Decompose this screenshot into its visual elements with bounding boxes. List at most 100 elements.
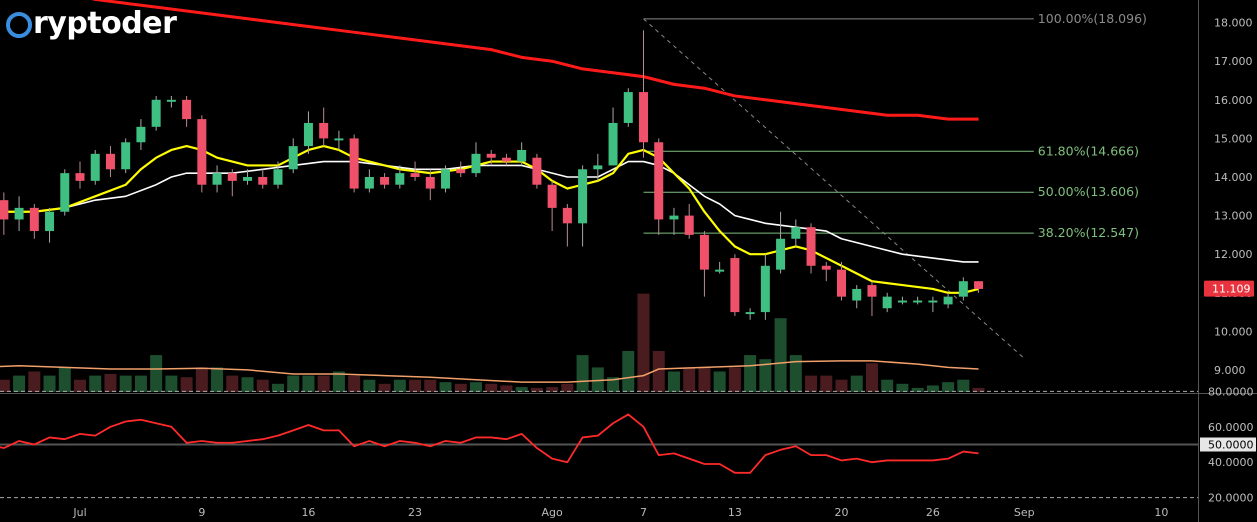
candle-body bbox=[45, 211, 55, 232]
ma-long-line bbox=[91, 0, 979, 121]
candle-body bbox=[441, 169, 451, 189]
c-circle-logo-icon bbox=[6, 11, 32, 38]
time-tick-label: Sep bbox=[1014, 506, 1035, 519]
time-tick-label: 7 bbox=[640, 506, 647, 519]
candle-body bbox=[913, 300, 923, 303]
volume-bar bbox=[104, 373, 117, 392]
time-tick-label: Jul bbox=[72, 506, 86, 519]
volume-bar bbox=[317, 375, 330, 392]
volume-bar bbox=[89, 375, 102, 392]
volume-bar bbox=[134, 375, 147, 392]
time-tick-label: 16 bbox=[301, 506, 315, 519]
rsi-tick-label: 60.0000 bbox=[1208, 421, 1254, 434]
candle-body bbox=[14, 207, 24, 220]
candle-body bbox=[364, 177, 374, 189]
volume-bar bbox=[0, 379, 10, 392]
volume-bar bbox=[698, 367, 711, 392]
time-tick-label: 10 bbox=[1154, 506, 1168, 519]
candle-body bbox=[943, 296, 953, 305]
candle-body bbox=[90, 153, 100, 181]
price-tick-label: 17.000 bbox=[1214, 55, 1253, 68]
volume-bar bbox=[881, 379, 894, 392]
fib-level-label: 50.00%(13.606) bbox=[1038, 184, 1139, 199]
time-tick-label: 26 bbox=[926, 506, 940, 519]
volume-bar bbox=[683, 367, 696, 392]
price-tick-label: 18.000 bbox=[1214, 17, 1253, 30]
last-price-label: 11.109 bbox=[1212, 283, 1251, 296]
candle-body bbox=[684, 215, 694, 235]
candle-body bbox=[349, 138, 359, 189]
time-tick-label: 20 bbox=[835, 506, 849, 519]
candle-body bbox=[760, 265, 770, 313]
fib-level-label: 38.20%(12.547) bbox=[1038, 225, 1139, 240]
rsi-tick-label: 80.0000 bbox=[1208, 385, 1254, 398]
volume-bar bbox=[622, 351, 635, 392]
candle-body bbox=[258, 177, 268, 185]
candle-body bbox=[273, 169, 283, 185]
volume-bar bbox=[409, 379, 422, 392]
candle-body bbox=[730, 258, 740, 313]
candle-body bbox=[517, 149, 527, 162]
candle-body bbox=[212, 173, 222, 185]
candle-body bbox=[121, 142, 131, 170]
volume-bar bbox=[302, 375, 315, 392]
volume-bar bbox=[591, 367, 604, 392]
volume-bar bbox=[119, 375, 132, 392]
candle-body bbox=[654, 142, 664, 220]
volume-bar bbox=[546, 387, 559, 392]
volume-bar bbox=[789, 355, 802, 392]
candle-body bbox=[288, 146, 298, 170]
volume-bar bbox=[271, 383, 284, 392]
price-tick-label: 10.000 bbox=[1214, 325, 1253, 338]
time-tick-label: 13 bbox=[728, 506, 742, 519]
volume-bar bbox=[926, 385, 939, 392]
volume-bar bbox=[58, 367, 71, 392]
candle-body bbox=[532, 157, 542, 185]
candle-body bbox=[319, 122, 329, 139]
volume-bar bbox=[942, 382, 955, 392]
volume-bar bbox=[515, 387, 528, 392]
time-tick-label: 9 bbox=[198, 506, 205, 519]
rsi-value-badge bbox=[1200, 437, 1256, 452]
fib-level-label: 100.00%(18.096) bbox=[1038, 11, 1147, 26]
volume-bar bbox=[439, 382, 452, 392]
volume-bar bbox=[180, 377, 193, 392]
candle-body bbox=[501, 157, 511, 162]
volume-bar bbox=[195, 367, 208, 392]
volume-bar bbox=[728, 367, 741, 392]
candle-body bbox=[182, 99, 192, 120]
volume-bar bbox=[652, 351, 665, 392]
candle-body bbox=[60, 173, 70, 212]
candle-body bbox=[882, 296, 892, 309]
volume-bar bbox=[211, 367, 224, 392]
candle-body bbox=[471, 153, 481, 174]
volume-bar bbox=[393, 379, 406, 392]
candle-body bbox=[608, 122, 618, 166]
candle-body bbox=[837, 269, 846, 297]
candle-body bbox=[243, 177, 253, 181]
volume-bar bbox=[150, 355, 163, 392]
brand-name: ryptoder bbox=[33, 6, 177, 41]
volume-bar bbox=[241, 377, 254, 392]
volume-bar bbox=[637, 293, 650, 392]
candle-body bbox=[578, 169, 588, 224]
candle-body bbox=[867, 285, 877, 297]
candle-body bbox=[745, 312, 755, 315]
volume-bar bbox=[972, 387, 985, 392]
volume-bar bbox=[957, 379, 970, 392]
candle-body bbox=[410, 173, 420, 177]
candle-body bbox=[0, 200, 9, 220]
candle-body bbox=[852, 288, 862, 301]
candle-body bbox=[669, 215, 679, 220]
volume-bar bbox=[774, 318, 787, 392]
candle-body bbox=[928, 300, 938, 303]
candle-body bbox=[593, 165, 603, 170]
volume-ma-line bbox=[0, 360, 979, 383]
volume-bar bbox=[667, 371, 680, 392]
volume-bar bbox=[607, 377, 620, 392]
volume-bar bbox=[759, 359, 772, 392]
candle-body bbox=[425, 177, 435, 189]
